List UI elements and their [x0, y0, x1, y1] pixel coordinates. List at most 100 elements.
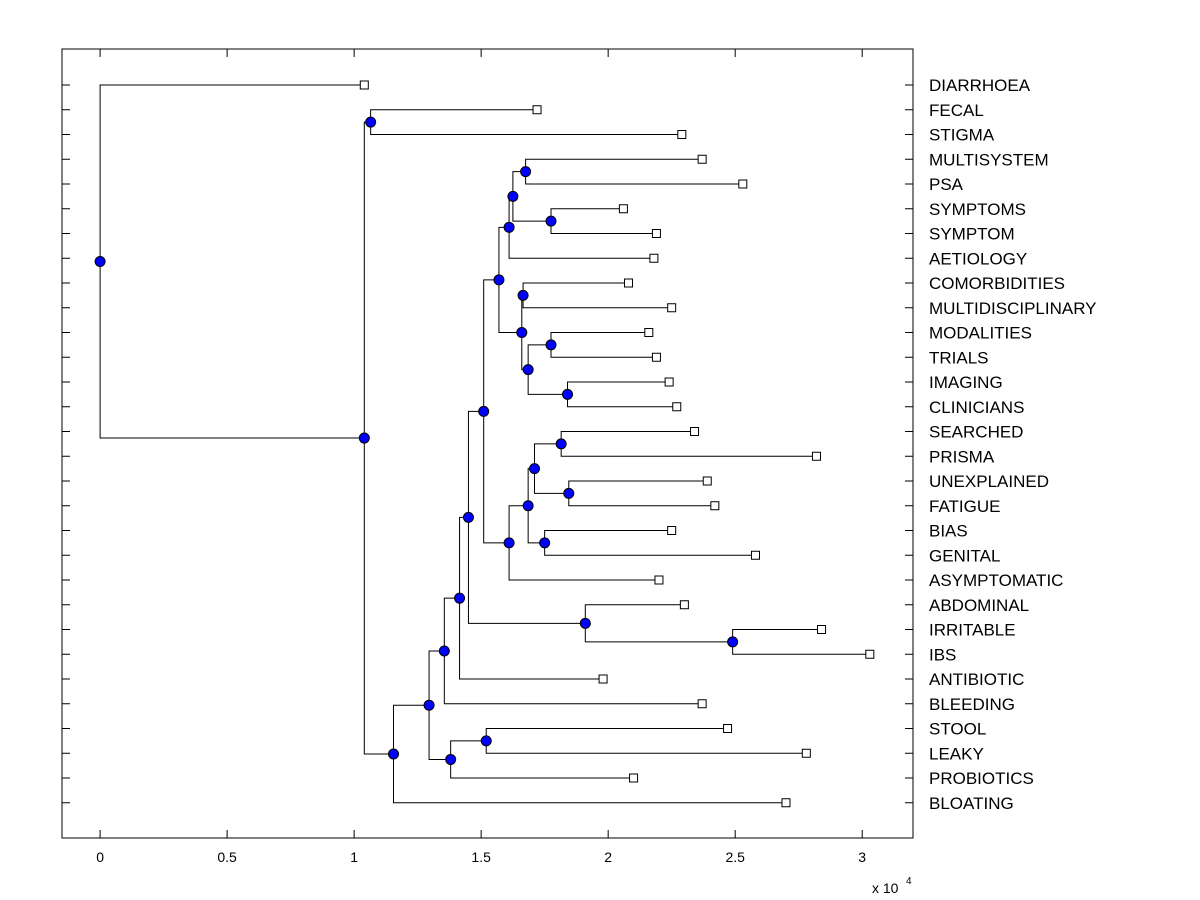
- leaf-label-stool: STOOL: [929, 720, 986, 739]
- leaf-label-comorbidities: COMORBIDITIES: [929, 274, 1065, 293]
- edge-N3: [508, 195, 654, 259]
- leaf-marker-symptoms: [618, 204, 628, 214]
- leaf-marker-psa: [738, 179, 748, 189]
- leaf-label-probiotics: PROBIOTICS: [929, 769, 1034, 788]
- node-marker-n23: [423, 699, 435, 711]
- edge-N11: [550, 332, 657, 358]
- leaf-marker-searched: [690, 427, 700, 436]
- leaf-label-modalities: MODALITIES: [929, 324, 1032, 343]
- node-marker-n3: [503, 221, 515, 233]
- x-axis-exponent: x 10: [872, 880, 899, 896]
- leaf-label-aetiology: AETIOLOGY: [929, 249, 1027, 268]
- node-marker-n15: [503, 537, 515, 549]
- leaf-marker-fatigue: [710, 501, 720, 511]
- leaf-label-multidisciplinary: MULTIDISCIPLINARY: [929, 299, 1097, 318]
- leaf-marker-diarrhoea: [359, 80, 369, 90]
- leaf-label-fatigue: FATIGUE: [929, 497, 1000, 516]
- leaf-label-psa: PSA: [929, 175, 964, 194]
- leaf-marker-probiotics: [629, 773, 639, 783]
- edge-N18: [560, 431, 817, 457]
- edge-N29: [485, 728, 807, 754]
- node-marker-n2: [493, 274, 505, 286]
- leaf-label-bias: BIAS: [929, 522, 968, 541]
- node-marker-n20: [539, 537, 551, 549]
- leaf-label-symptoms: SYMPTOMS: [929, 200, 1026, 219]
- y-ticks: [62, 84, 913, 804]
- leaf-marker-bias: [667, 526, 677, 535]
- leaf-marker-leaky: [801, 748, 811, 758]
- edge-A: [99, 84, 365, 439]
- leaf-label-fecal: FECAL: [929, 101, 984, 120]
- leaf-label-imaging: IMAGING: [929, 373, 1003, 392]
- edge-N26: [467, 410, 586, 624]
- edge-N5: [525, 158, 743, 185]
- leaf-marker-prisma: [811, 451, 821, 461]
- leaf-marker-fecal: [532, 105, 542, 115]
- leaf-label-irritable: IRRITABLE: [929, 621, 1016, 640]
- leaf-label-genital: GENITAL: [929, 546, 1000, 565]
- node-marker-n11: [545, 339, 557, 351]
- x-tick-label: 2.5: [725, 849, 745, 865]
- leaf-label-stigma: STIGMA: [929, 126, 995, 145]
- node-marker-n12: [562, 388, 574, 400]
- leaf-label-searched: SEARCHED: [929, 423, 1023, 442]
- node-marker-a: [94, 256, 106, 268]
- leaf-marker-multisystem: [697, 154, 707, 164]
- axes-frame: [61, 48, 914, 839]
- edge-N12: [567, 381, 677, 408]
- node-marker-n26: [462, 511, 474, 523]
- node-marker-n29: [480, 735, 492, 747]
- node-marker-n16: [522, 500, 534, 512]
- x-tick-label: 2: [604, 849, 612, 865]
- leaf-marker-bleeding: [697, 699, 707, 709]
- leaf-marker-modalities: [644, 328, 654, 337]
- node-marker-n1: [478, 405, 490, 417]
- leaf-marker-clinicians: [672, 402, 682, 412]
- edge-N10: [527, 344, 568, 395]
- node-marker-n28: [445, 753, 457, 765]
- leaf-label-clinicians: CLINICIANS: [929, 398, 1024, 417]
- edge-N20: [544, 530, 756, 556]
- leaf-label-antibiotic: ANTIBIOTIC: [929, 670, 1024, 689]
- x-tick-label: 1.5: [471, 849, 491, 865]
- edge-N4: [512, 171, 552, 222]
- leaf-marker-ibs: [865, 649, 875, 659]
- leaf-markers: [359, 80, 875, 808]
- leaf-marker-asymptomatic: [654, 575, 664, 585]
- leaf-label-prisma: PRISMA: [929, 447, 995, 466]
- edge-N28: [450, 740, 634, 779]
- leaf-marker-trials: [651, 352, 661, 362]
- node-marker-n10: [522, 364, 534, 376]
- edge-N6: [550, 208, 657, 234]
- dendrogram-edges: [99, 84, 870, 804]
- edge-N31: [732, 629, 870, 655]
- leaf-marker-irritable: [817, 625, 827, 634]
- node-markers: [94, 116, 739, 765]
- leaf-label-multisystem: MULTISYSTEM: [929, 150, 1049, 169]
- leaf-marker-symptom: [651, 229, 661, 238]
- node-marker-n5: [520, 166, 532, 178]
- x-axis-exponent-power: 4: [906, 876, 912, 887]
- edge-N30: [584, 604, 733, 643]
- edge-C: [370, 109, 682, 135]
- leaf-marker-unexplained: [702, 476, 712, 486]
- leaf-label-trials: TRIALS: [929, 348, 989, 367]
- leaf-label-diarrhoea: DIARRHOEA: [929, 76, 1031, 95]
- leaf-marker-bloating: [781, 798, 791, 808]
- leaf-marker-multidisciplinary: [667, 303, 677, 313]
- x-tick-label: 3: [858, 849, 866, 865]
- edge-N22: [393, 704, 786, 804]
- node-marker-n31: [727, 636, 739, 648]
- x-tick-label: 0: [96, 849, 104, 865]
- node-marker-b: [358, 432, 370, 444]
- leaf-marker-abdominal: [679, 600, 689, 610]
- leaf-marker-stool: [723, 724, 733, 733]
- leaf-label-bloating: BLOATING: [929, 794, 1014, 813]
- node-marker-n18: [555, 438, 567, 450]
- node-marker-n22: [388, 748, 400, 760]
- x-ticks: 0 0.5 1 1.5 2 2.5 3: [96, 49, 866, 865]
- node-marker-n8: [516, 327, 528, 338]
- leaf-label-symptom: SYMPTOM: [929, 225, 1015, 244]
